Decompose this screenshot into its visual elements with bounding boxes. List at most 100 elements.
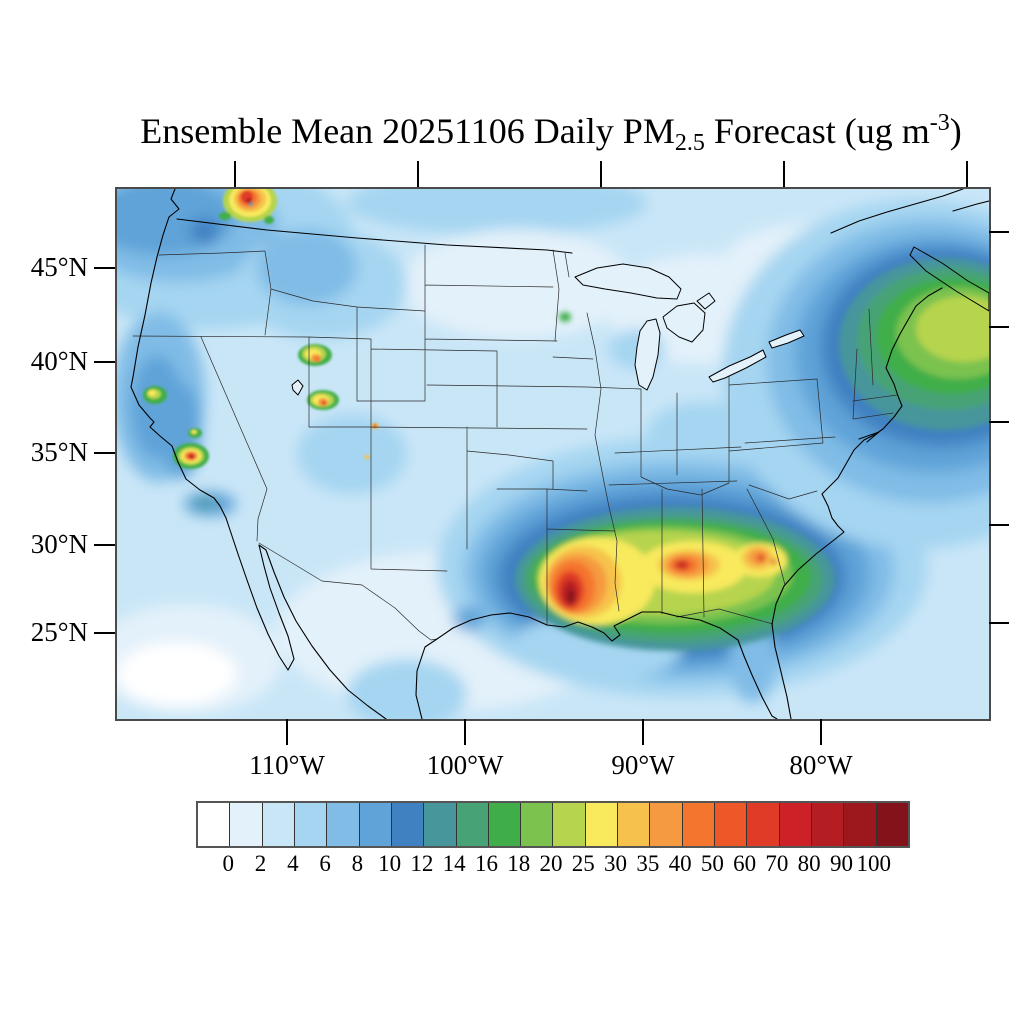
- state-borders: [132, 244, 898, 641]
- colorbar-cell: [715, 803, 748, 846]
- colorbar-cell: [521, 803, 554, 846]
- colorbar-tick-label: 50: [700, 851, 724, 876]
- title-suffix: ): [949, 111, 962, 151]
- colorbar-tick-label: 2: [254, 851, 267, 876]
- field-layer-tight: [143, 189, 379, 469]
- waterbody-outline-2: [634, 318, 661, 391]
- field-minnesota-green-dot: [559, 312, 571, 322]
- field-nw-montana-hotspot: [219, 212, 231, 220]
- field-rockies-blue: [257, 229, 357, 305]
- right-tick-mark: [989, 524, 1009, 526]
- colorbar-tick-label: 0: [222, 851, 235, 876]
- lat-tick-mark: [94, 632, 115, 634]
- colorbar-cell: [198, 803, 231, 846]
- field-nw-montana-hotspot: [264, 216, 274, 224]
- field-colorado-dots: [364, 455, 370, 459]
- colorbar-cell: [779, 803, 812, 846]
- colorbar-tick-label: 8: [351, 851, 364, 876]
- colorbar-cell: [811, 803, 845, 846]
- lat-tick-label: 45°N: [30, 252, 88, 282]
- field-south-texas-dot: [453, 607, 485, 631]
- colorbar-cell: [488, 803, 522, 846]
- field-atlantic-green-core: [916, 296, 989, 362]
- waterbody-outline-1: [574, 263, 682, 300]
- colorbar-cell: [327, 803, 360, 846]
- colorbar: [196, 801, 910, 848]
- lon-tick-label: 100°W: [426, 750, 504, 780]
- colorbar-tick-label: 40: [668, 851, 692, 876]
- coastline-3: [858, 431, 880, 443]
- lon-tick-mark: [642, 719, 644, 745]
- colorbar-cell: [424, 803, 457, 846]
- field-socal-blue: [193, 498, 217, 508]
- field-nw-montana-hotspot: [249, 202, 253, 206]
- waterbody-outline-7: [291, 379, 304, 396]
- field-se-georgia-peak: [757, 554, 765, 562]
- colorbar-tick-label: 4: [287, 851, 299, 876]
- lat-tick-mark: [94, 544, 115, 546]
- coastline-0: [130, 189, 387, 719]
- top-tick-mark: [234, 161, 236, 187]
- title-superscript: -3: [929, 110, 950, 136]
- lon-tick-mark: [464, 719, 466, 745]
- colorbar-tick-label: 6: [319, 851, 331, 876]
- waterbody-outline-4: [696, 292, 716, 310]
- field-central-valley-hotspot: [190, 455, 194, 459]
- colorbar-cell: [650, 803, 683, 846]
- lat-tick-label: 30°N: [30, 529, 88, 559]
- lat-tick-label: 35°N: [30, 437, 88, 467]
- colorbar-tick-label: 90: [829, 851, 853, 876]
- lon-tick-label: 90°W: [611, 750, 675, 780]
- right-tick-mark: [989, 231, 1009, 233]
- field-layer-mid: [515, 258, 989, 651]
- lon-tick-label: 80°W: [789, 750, 853, 780]
- field-layer-wide: [117, 189, 989, 719]
- field-utah-central-hotspot: [322, 401, 326, 405]
- field-se-mississippi-alabama-peak: [678, 562, 686, 568]
- colorbar-cell: [456, 803, 489, 846]
- coastline-4: [830, 189, 964, 234]
- colorbar-tick-label: 18: [507, 851, 531, 876]
- figure-title: Ensemble Mean 20251106 Daily PM2.5 Forec…: [0, 110, 1024, 157]
- waterbody-outline-3: [662, 302, 706, 343]
- field-seattle-blue-core: [190, 218, 220, 244]
- waterbody-outline-5: [708, 349, 767, 383]
- lat-tick-label: 25°N: [30, 617, 88, 647]
- colorbar-tick-label: 70: [765, 851, 789, 876]
- coastline-2: [771, 287, 943, 719]
- lon-tick-label: 110°W: [249, 750, 325, 780]
- colorbar-cell: [747, 803, 780, 846]
- title-middle: Forecast (ug m: [704, 111, 930, 151]
- top-tick-mark: [600, 161, 602, 187]
- colorbar-cell: [553, 803, 586, 846]
- right-tick-mark: [989, 622, 1009, 624]
- field-pale-sw-ocean: [117, 642, 237, 706]
- lat-tick-mark: [94, 452, 115, 454]
- top-tick-mark: [783, 161, 785, 187]
- waterbody-outline-6: [768, 329, 805, 349]
- colorbar-tick-label: 14: [442, 851, 466, 876]
- lat-tick-label: 40°N: [30, 346, 88, 376]
- field-georgia-red-dot: [771, 559, 777, 565]
- colorbar-cell: [844, 803, 877, 846]
- waterbody-outline-0: [909, 246, 989, 312]
- colorbar-cell: [391, 803, 425, 846]
- colorbar-cell: [359, 803, 392, 846]
- field-ca-mid-dot: [191, 430, 197, 434]
- colorbar-cell: [262, 803, 295, 846]
- field-utah-north-hotspot: [314, 357, 320, 361]
- colorbar-tick-label: 25: [571, 851, 595, 876]
- colorbar-tick-label: 16: [474, 851, 498, 876]
- lat-tick-mark: [94, 361, 115, 363]
- field-ncal-hotspot: [148, 390, 156, 396]
- top-tick-mark: [966, 161, 968, 187]
- colorbar-tick-label: 12: [410, 851, 434, 876]
- coastline-6: [176, 218, 573, 254]
- map-plot-area: [115, 187, 991, 721]
- colorbar-tick-label: 60: [733, 851, 757, 876]
- pm25-contour-map: [117, 189, 989, 719]
- colorbar-cell: [618, 803, 651, 846]
- colorbar-tick-label: 100: [856, 851, 891, 876]
- field-baja-gulf-blue: [347, 659, 467, 719]
